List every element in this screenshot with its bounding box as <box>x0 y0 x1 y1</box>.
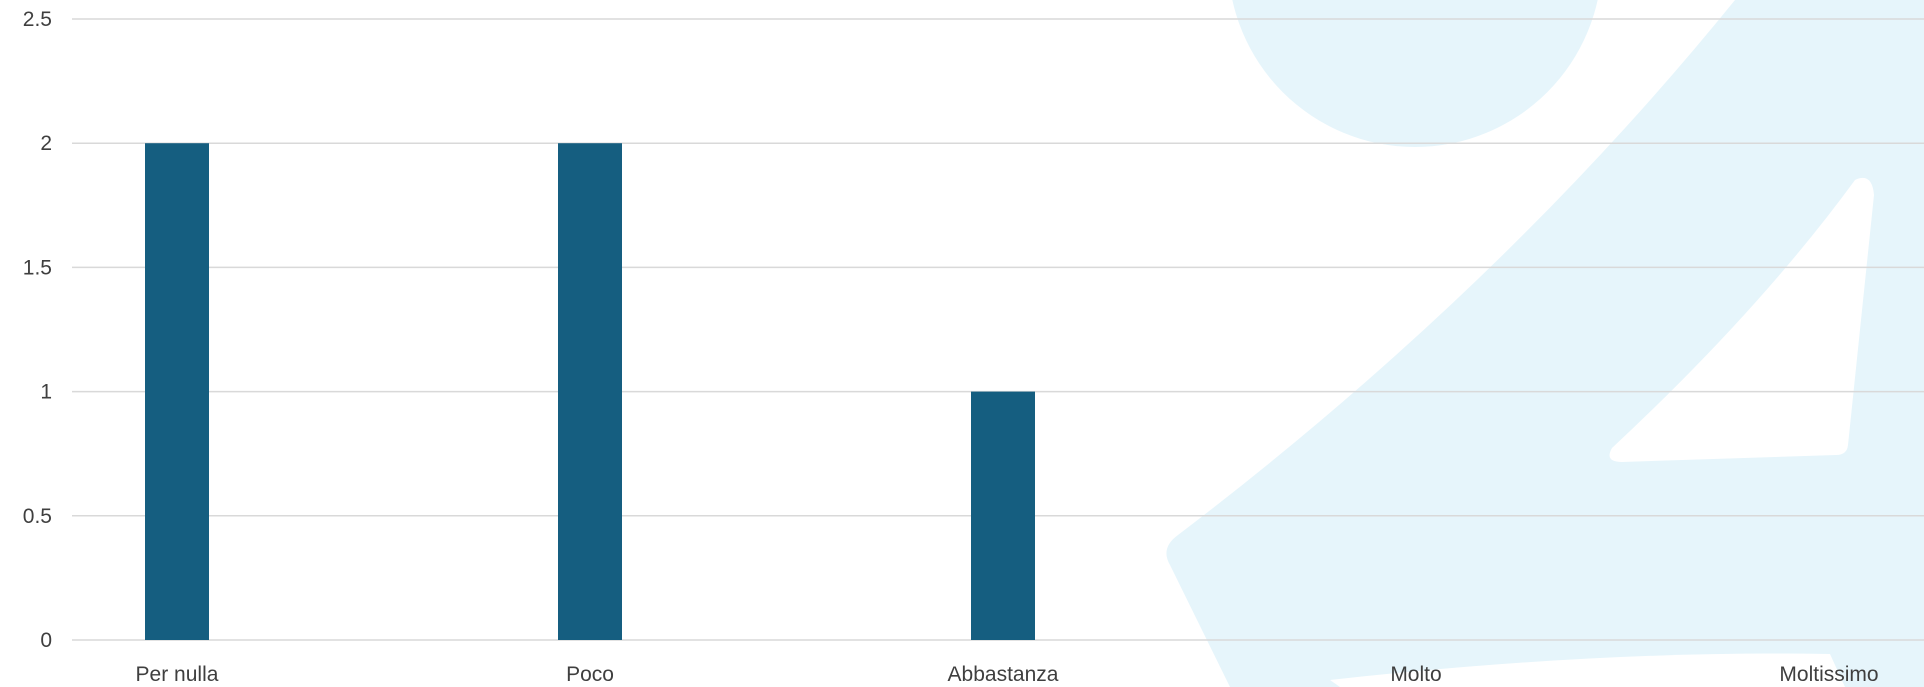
x-category-label: Moltissimo <box>1779 663 1878 686</box>
watermark-circle <box>1232 0 1598 147</box>
x-category-label: Molto <box>1390 663 1441 686</box>
y-tick-label: 0 <box>40 629 52 652</box>
bar-per-nulla <box>145 143 209 640</box>
x-category-label: Per nulla <box>136 663 219 686</box>
bar-abbastanza <box>971 391 1035 640</box>
y-tick-label: 2.5 <box>23 8 52 31</box>
watermark-logo <box>1166 0 1924 687</box>
bar-poco <box>558 143 622 640</box>
y-tick-label: 2 <box>40 132 52 155</box>
y-tick-label: 1.5 <box>23 256 52 279</box>
y-tick-label: 0.5 <box>23 505 52 528</box>
watermark-bottom-band <box>1330 653 1845 687</box>
x-category-label: Poco <box>566 663 614 686</box>
bars <box>145 143 1035 640</box>
x-axis-categories: Per nulla Poco Abbastanza Molto Moltissimo <box>136 663 1879 686</box>
y-tick-label: 1 <box>40 381 52 404</box>
x-category-label: Abbastanza <box>948 663 1059 686</box>
y-axis-ticks: 0 0.5 1 1.5 2 2.5 <box>23 8 52 652</box>
